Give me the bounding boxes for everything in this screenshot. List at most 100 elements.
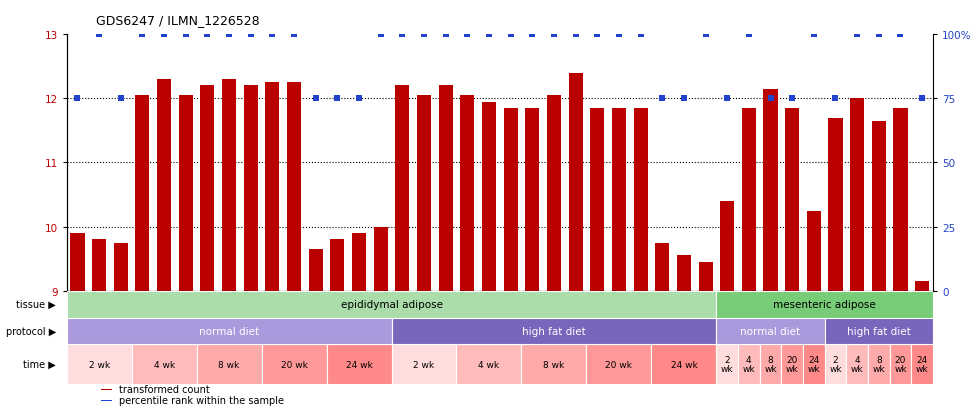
Bar [262,344,326,384]
Bar [309,249,322,291]
Text: high fat diet: high fat diet [847,326,910,336]
Bar [716,291,933,318]
Bar [547,96,561,291]
Text: 24
wk: 24 wk [808,355,820,373]
Bar [656,243,669,291]
Bar [825,344,847,384]
Point [243,32,259,38]
Bar [633,109,648,291]
Bar [763,90,777,291]
Point [265,32,280,38]
Bar [439,86,453,291]
Point [698,32,713,38]
Text: 20 wk: 20 wk [280,360,308,369]
Text: 4 wk: 4 wk [478,360,500,369]
Text: protocol ▶: protocol ▶ [6,326,56,336]
Point [395,32,411,38]
Bar [92,240,106,291]
Bar [699,262,712,291]
Bar [101,400,112,401]
Text: 2
wk: 2 wk [829,355,842,373]
Text: tissue ▶: tissue ▶ [17,299,56,309]
Bar [330,240,344,291]
Bar [911,344,933,384]
Text: 8 wk: 8 wk [543,360,564,369]
Point [113,96,128,102]
Point [719,96,735,102]
Bar [803,344,825,384]
Point [567,32,583,38]
Bar [716,344,738,384]
Point [91,32,107,38]
Bar [720,202,734,291]
Point [871,32,887,38]
Text: transformed count: transformed count [119,385,210,394]
Bar [352,233,367,291]
Bar [395,86,410,291]
Bar [652,344,716,384]
Text: percentile rank within the sample: percentile rank within the sample [119,395,283,405]
Bar [677,256,691,291]
Bar [135,96,150,291]
Point [286,32,302,38]
Bar [612,109,626,291]
Text: 2 wk: 2 wk [88,360,110,369]
Bar [416,96,431,291]
Point [546,32,562,38]
Point [481,32,497,38]
Bar [101,389,112,390]
Point [329,96,345,102]
Bar [373,227,388,291]
Bar [716,318,825,344]
Point [612,32,627,38]
Bar [850,99,864,291]
Text: epididymal adipose: epididymal adipose [340,299,443,309]
Text: 20 wk: 20 wk [606,360,632,369]
Point [914,96,930,102]
Text: 24
wk: 24 wk [916,355,928,373]
Bar [890,344,911,384]
Text: 24 wk: 24 wk [346,360,372,369]
Bar [781,344,803,384]
Bar [586,344,652,384]
Bar [825,318,933,344]
Bar [157,80,172,291]
Bar [67,344,131,384]
Bar [391,318,716,344]
Bar [67,291,716,318]
Text: normal diet: normal diet [199,326,259,336]
Point [589,32,605,38]
Point [351,96,367,102]
Bar [287,83,301,291]
Bar [590,109,605,291]
Bar [915,281,929,291]
Point [524,32,540,38]
Bar [828,118,843,291]
Point [893,32,908,38]
Point [503,32,518,38]
Bar [868,344,890,384]
Point [134,32,150,38]
Bar [457,344,521,384]
Text: 4
wk: 4 wk [743,355,756,373]
Text: normal diet: normal diet [741,326,801,336]
Bar [114,243,127,291]
Point [806,32,821,38]
Point [676,96,692,102]
Bar [178,96,193,291]
Bar [872,121,886,291]
Text: 2 wk: 2 wk [414,360,434,369]
Bar [525,109,539,291]
Point [828,96,844,102]
Bar [244,86,258,291]
Point [784,96,800,102]
Point [438,32,454,38]
Point [308,96,323,102]
Bar [894,109,907,291]
Bar [131,344,197,384]
Bar [461,96,474,291]
Bar [568,74,583,291]
Bar [67,318,391,344]
Text: 2
wk: 2 wk [721,355,733,373]
Point [200,32,216,38]
